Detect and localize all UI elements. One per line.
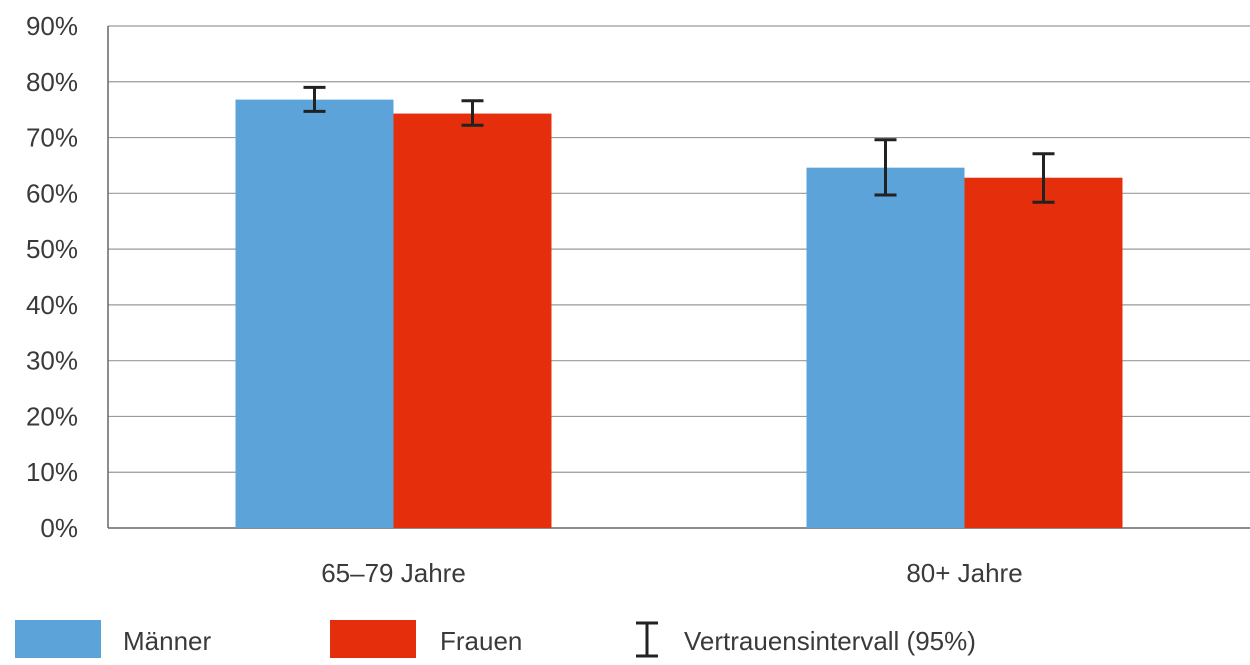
bar-männer bbox=[235, 99, 394, 529]
error-bars-layer bbox=[303, 85, 1055, 204]
legend-label-frauen: Frauen bbox=[440, 626, 522, 656]
legend-swatch-frauen bbox=[330, 620, 416, 658]
y-tick-label: 90% bbox=[26, 11, 78, 41]
y-tick-label: 70% bbox=[26, 123, 78, 153]
bar-frauen bbox=[964, 177, 1123, 528]
legend-swatch-männer bbox=[15, 620, 101, 658]
x-tick-label: 65–79 Jahre bbox=[321, 558, 466, 588]
legend-label-confidence-interval: Vertrauensintervall (95%) bbox=[684, 626, 976, 656]
y-tick-label: 60% bbox=[26, 178, 78, 208]
y-tick-label: 50% bbox=[26, 234, 78, 264]
y-tick-label: 0% bbox=[40, 513, 78, 543]
y-tick-label: 40% bbox=[26, 290, 78, 320]
y-axis: 0% 10% 20% 30% 40% 50% 60% 70% 80% 90% bbox=[26, 11, 78, 543]
bars-layer bbox=[235, 99, 1123, 529]
bar-frauen bbox=[393, 113, 552, 529]
y-tick-label: 10% bbox=[26, 457, 78, 487]
y-tick-label: 30% bbox=[26, 346, 78, 376]
x-tick-label: 80+ Jahre bbox=[906, 558, 1022, 588]
y-tick-label: 20% bbox=[26, 401, 78, 431]
x-axis: 65–79 Jahre 80+ Jahre bbox=[321, 558, 1022, 588]
legend: Männer Frauen Vertrauensintervall (95%) bbox=[15, 620, 976, 658]
y-tick-label: 80% bbox=[26, 67, 78, 97]
legend-label-männer: Männer bbox=[123, 626, 211, 656]
bar-männer bbox=[806, 167, 965, 529]
